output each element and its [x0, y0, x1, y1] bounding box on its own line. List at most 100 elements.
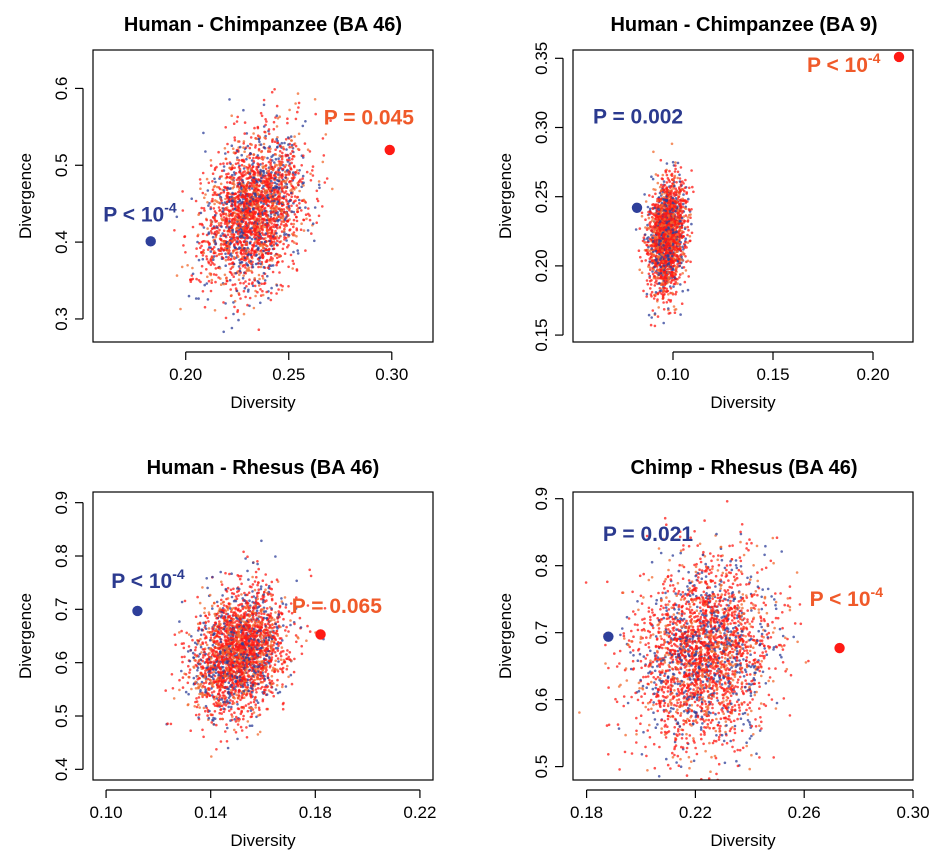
cloud-point — [211, 221, 214, 224]
cloud-point — [254, 285, 257, 288]
cloud-point — [225, 259, 228, 262]
cloud-point — [667, 258, 670, 261]
cloud-point — [221, 232, 224, 235]
cloud-point — [249, 200, 252, 203]
cloud-point — [671, 274, 674, 277]
cloud-point — [671, 204, 674, 207]
cloud-point — [294, 102, 297, 105]
cloud-point — [257, 127, 260, 130]
cloud-point — [660, 198, 663, 201]
cloud-point — [259, 233, 262, 236]
cloud-point — [231, 229, 234, 232]
cloud-point — [691, 186, 694, 189]
cloud-point — [657, 206, 660, 209]
cloud-point — [652, 269, 655, 272]
cloud-point — [663, 215, 666, 218]
cloud-point — [201, 265, 204, 268]
cloud-point — [678, 258, 681, 261]
cloud-point — [666, 162, 669, 165]
cloud-point — [692, 191, 695, 194]
cloud-point — [293, 200, 296, 203]
cloud-point — [681, 246, 684, 249]
y-tick-label: 0.30 — [532, 111, 551, 144]
panel-1: Human - Chimpanzee (BA 46)0.20 0.25 0.30Di… — [16, 14, 433, 412]
cloud-point — [233, 151, 236, 154]
cloud-point — [240, 252, 243, 255]
cloud-point — [228, 98, 231, 101]
cloud-point — [227, 258, 230, 261]
cloud-point — [666, 181, 669, 184]
cloud-point — [307, 229, 310, 232]
cloud-point — [673, 305, 676, 308]
cloud-point — [682, 235, 685, 238]
cloud-point — [675, 273, 678, 276]
cloud-point — [650, 212, 653, 215]
cloud-point — [687, 260, 690, 263]
cloud-point — [307, 148, 310, 151]
cloud-point — [220, 253, 223, 256]
cloud-point — [258, 141, 261, 144]
cloud-point — [290, 223, 293, 226]
cloud-point — [284, 181, 287, 184]
cloud-point — [659, 220, 662, 223]
cloud-point — [671, 292, 674, 295]
cloud-point — [205, 255, 208, 258]
cloud-point — [278, 186, 281, 189]
cloud-point — [226, 196, 229, 199]
cloud-point — [305, 218, 308, 221]
cloud-point — [215, 267, 218, 270]
cloud-point — [249, 193, 252, 196]
cloud-point — [254, 240, 257, 243]
cloud-point — [240, 258, 243, 261]
cloud-point — [266, 227, 269, 230]
cloud-point — [235, 163, 238, 166]
cloud-point — [660, 159, 663, 162]
cloud-point — [222, 219, 225, 222]
cloud-point — [245, 158, 248, 161]
cloud-point — [282, 220, 285, 223]
cloud-point — [226, 280, 229, 283]
cloud-point — [243, 247, 246, 250]
cloud-point — [214, 281, 217, 284]
cloud-point — [202, 192, 205, 195]
cloud-point — [218, 229, 221, 232]
cloud-point — [648, 264, 651, 267]
cloud-point — [275, 205, 278, 208]
cloud-point — [684, 179, 687, 182]
panel-2: Human - Chimpanzee (BA 9)0.10 0.15 0.20Div… — [496, 14, 913, 412]
cloud-point — [209, 259, 212, 262]
cloud-point — [675, 308, 678, 311]
cloud-point — [182, 209, 185, 212]
cloud-point — [318, 180, 321, 183]
cloud-point — [270, 184, 273, 187]
cloud-point — [659, 246, 662, 249]
cloud-point — [290, 139, 293, 142]
cloud-point — [638, 269, 641, 272]
cloud-point — [212, 227, 215, 230]
cloud-point — [244, 287, 247, 290]
cloud-point — [179, 308, 182, 311]
cloud-point — [224, 302, 227, 305]
cloud-point — [279, 192, 282, 195]
cloud-point — [253, 160, 256, 163]
cloud-point — [231, 144, 234, 147]
cloud-point — [217, 231, 220, 234]
cloud-point — [656, 247, 659, 250]
p-value-annotation: P = 0.045 — [324, 107, 414, 130]
cloud-point — [651, 195, 654, 198]
cloud-point — [268, 178, 271, 181]
cloud-point — [285, 190, 288, 193]
cloud-point — [254, 222, 257, 225]
cloud-point — [293, 219, 296, 222]
cloud-point — [678, 276, 681, 279]
cloud-point — [652, 231, 655, 234]
cloud-point — [671, 218, 674, 221]
cloud-point — [238, 222, 241, 225]
cloud-point — [675, 234, 678, 237]
cloud-point — [255, 137, 258, 140]
cloud-point — [200, 272, 203, 275]
cloud-point — [242, 146, 245, 149]
cloud-point — [231, 273, 234, 276]
cloud-point — [294, 213, 297, 216]
cloud-point — [223, 249, 226, 252]
